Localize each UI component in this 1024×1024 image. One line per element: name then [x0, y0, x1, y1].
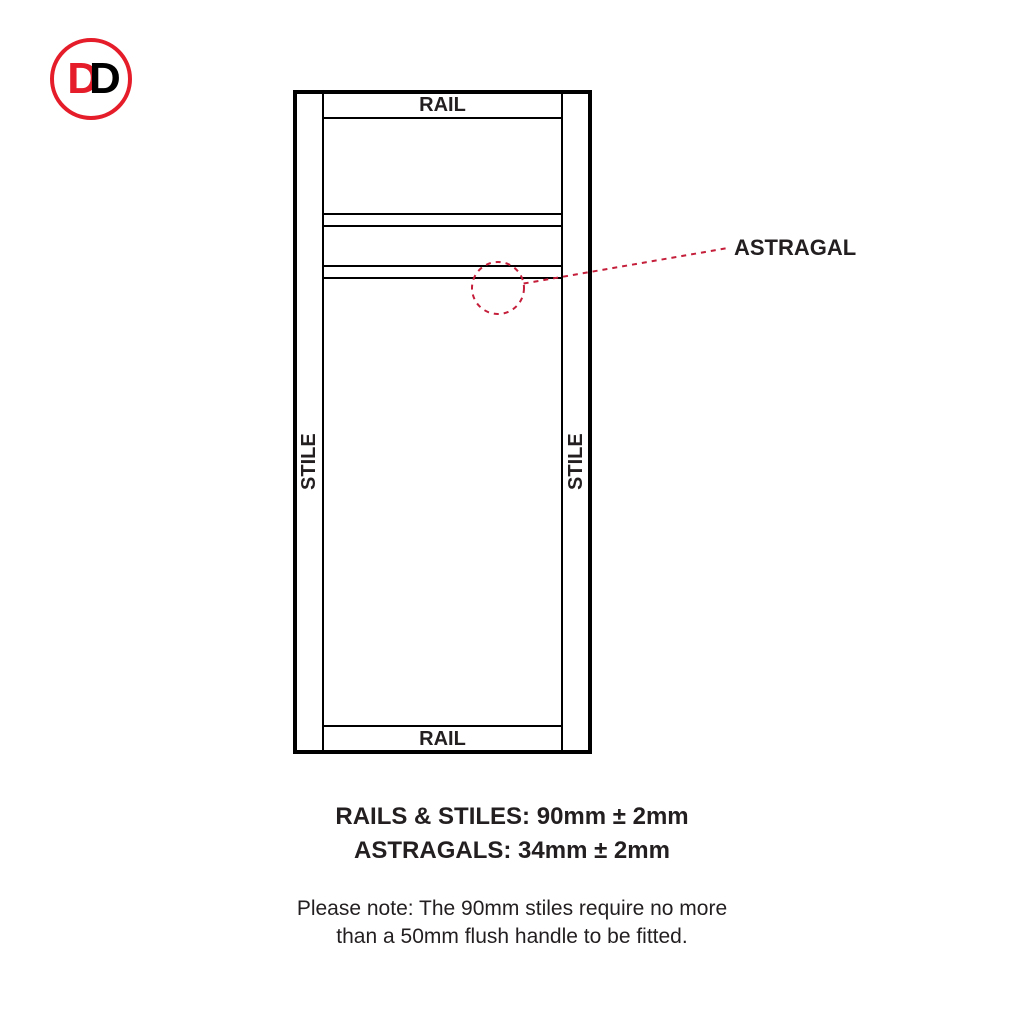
label-rail-top: RAIL	[419, 94, 466, 116]
dimensions-block: RAILS & STILES: 90mm ± 2mm ASTRAGALS: 34…	[0, 800, 1024, 867]
door-diagram: RAIL RAIL STILE STILE ASTRAGAL	[0, 0, 1024, 1024]
label-astragal: ASTRAGAL	[734, 235, 856, 260]
dimensions-line-2: ASTRAGALS: 34mm ± 2mm	[0, 834, 1024, 868]
note-line-2: than a 50mm flush handle to be fitted.	[0, 923, 1024, 951]
astragal-callout-circle	[472, 262, 524, 314]
note-line-1: Please note: The 90mm stiles require no …	[0, 895, 1024, 923]
label-rail-bottom: RAIL	[419, 728, 466, 750]
label-stile-left: STILE	[298, 433, 320, 490]
note-block: Please note: The 90mm stiles require no …	[0, 895, 1024, 952]
dimensions-line-1: RAILS & STILES: 90mm ± 2mm	[0, 800, 1024, 834]
label-stile-right: STILE	[565, 433, 587, 490]
